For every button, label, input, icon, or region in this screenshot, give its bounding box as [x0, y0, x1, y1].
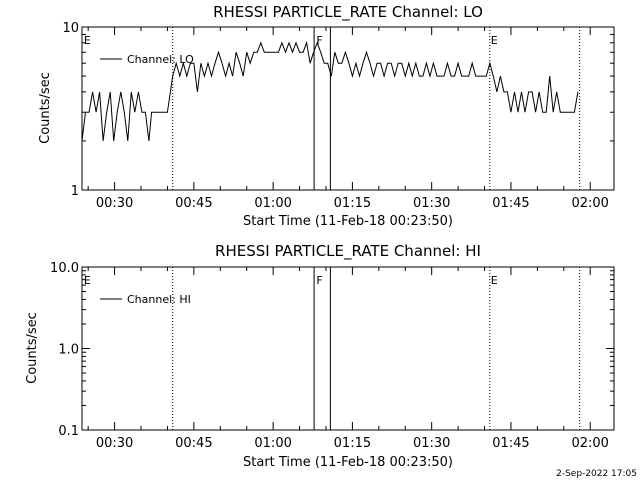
marker-label: F [316, 34, 322, 47]
y-tick-label: 10 [62, 21, 79, 36]
x-tick-label: 01:15 [334, 196, 371, 211]
plot-lo-xlabel: Start Time (11-Feb-18 00:23:50) [243, 214, 453, 229]
plot-hi-title: RHESSI PARTICLE_RATE Channel: HI [215, 242, 481, 261]
marker-label: E [84, 34, 91, 47]
x-tick-label: 02:00 [571, 436, 608, 451]
x-tick-label: 01:45 [492, 436, 529, 451]
series-line [81, 40, 579, 141]
plot-lo-channel: RHESSI PARTICLE_RATE Channel: LO Start T… [38, 3, 615, 229]
x-tick-label: 01:15 [334, 436, 371, 451]
legend-label: Channel: HI [127, 293, 191, 306]
plot-hi-ylabel: Counts/sec [25, 312, 40, 384]
x-tick-label: 01:30 [413, 436, 450, 451]
marker-label: E [491, 34, 498, 47]
marker-label: E [491, 274, 498, 287]
legend-label: Channel: LO [127, 53, 194, 66]
x-tick-label: 00:45 [175, 196, 212, 211]
x-tick-label: 00:45 [175, 436, 212, 451]
plot-lo-title: RHESSI PARTICLE_RATE Channel: LO [213, 3, 483, 22]
x-tick-label: 00:30 [96, 196, 133, 211]
x-tick-label: 01:00 [254, 436, 291, 451]
y-tick-label: 1.0 [58, 343, 79, 358]
marker-label: E [84, 274, 91, 287]
x-tick-label: 01:30 [413, 196, 450, 211]
x-tick-label: 00:30 [96, 436, 133, 451]
plot-hi-channel: RHESSI PARTICLE_RATE Channel: HI Start T… [25, 242, 615, 470]
y-tick-label: 1 [71, 184, 79, 199]
date-stamp: 2-Sep-2022 17:05 [556, 469, 637, 479]
x-tick-label: 02:00 [571, 196, 608, 211]
plot-frame [81, 266, 615, 431]
y-tick-label: 10.0 [50, 261, 79, 276]
plot-lo-ylabel: Counts/sec [38, 72, 53, 144]
y-tick-label: 0.1 [58, 424, 79, 439]
plot-frame [81, 26, 615, 191]
marker-label: F [316, 274, 322, 287]
x-tick-label: 01:00 [254, 196, 291, 211]
plot-hi-xlabel: Start Time (11-Feb-18 00:23:50) [243, 455, 453, 470]
x-tick-label: 01:45 [492, 196, 529, 211]
